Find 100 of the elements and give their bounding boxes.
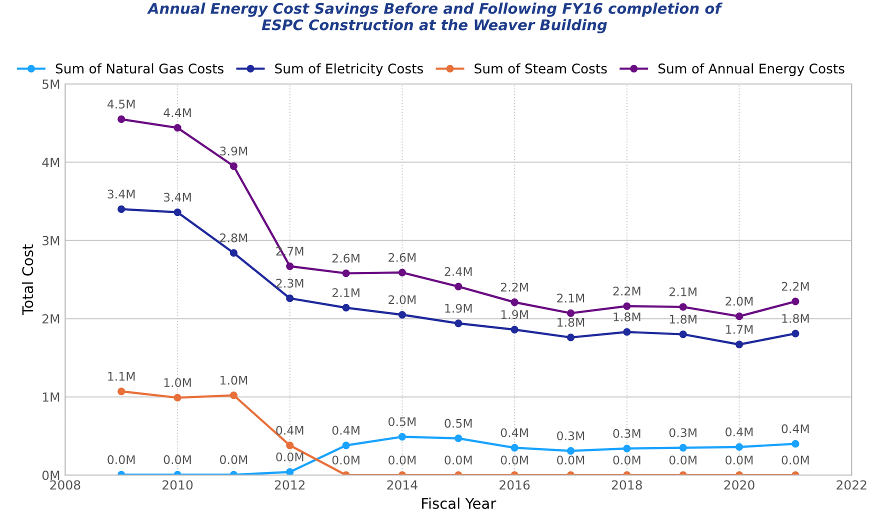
data-label: 2.8M — [220, 233, 248, 242]
y-tick-label: 3M — [42, 236, 60, 246]
data-label: 0.4M — [276, 426, 304, 435]
point — [792, 298, 800, 306]
x-axis-title: Fiscal Year — [422, 498, 496, 509]
y-tick-label: 5M — [42, 80, 60, 89]
point — [454, 282, 462, 290]
data-label: 0.0M — [444, 456, 472, 465]
data-label: 0.0M — [613, 456, 640, 465]
point — [679, 330, 687, 338]
data-label: 0.0M — [332, 456, 360, 465]
data-label: 1.8M — [782, 314, 809, 323]
y-tick-label: 1M — [42, 392, 60, 402]
data-label: 2.6M — [388, 252, 416, 262]
point — [342, 442, 350, 450]
point — [398, 310, 406, 319]
point — [118, 205, 126, 213]
point — [118, 388, 126, 396]
point — [174, 208, 182, 216]
data-label: 0.4M — [500, 428, 528, 438]
data-label: 0.4M — [726, 427, 753, 436]
x-tick-label: 2012 — [274, 480, 305, 490]
point — [398, 268, 406, 276]
point — [286, 442, 294, 450]
point — [398, 432, 406, 441]
point — [286, 262, 294, 270]
point — [623, 302, 631, 310]
data-label: 0.3M — [557, 431, 584, 440]
data-label: 2.1M — [332, 288, 360, 297]
point — [342, 304, 350, 312]
data-label: 4.5M — [107, 100, 135, 109]
y-tick-label: 0M — [42, 470, 60, 480]
data-label: 0.0M — [726, 456, 753, 465]
point — [174, 124, 182, 132]
point — [510, 444, 518, 452]
data-label: 1.8M — [614, 312, 640, 322]
data-label: 2.1M — [669, 287, 696, 296]
data-label: 0.4M — [782, 424, 809, 434]
data-label: 0.0M — [782, 456, 809, 465]
data-label: 2.0M — [726, 296, 753, 306]
x-tick-label: 2016 — [500, 480, 530, 490]
point — [623, 444, 631, 452]
data-label: 1.8M — [670, 314, 696, 324]
point — [510, 326, 518, 334]
chart-title: Annual Energy Cost Savings Before and Following FY16 completion of ESPC Construction at the Weaver Building — [147, 2, 723, 34]
data-label: 3.4M — [164, 192, 191, 202]
data-label: 2.2M — [500, 282, 528, 292]
data-label: 0.0M — [276, 452, 304, 462]
point — [792, 330, 800, 338]
data-label: 0.3M — [613, 428, 640, 438]
data-label: 2.1M — [557, 294, 584, 302]
data-label: 0.3M — [669, 428, 696, 438]
data-label: 2.0M — [388, 295, 416, 304]
data-label: 1.0M — [220, 376, 248, 385]
data-label: 1.0M — [164, 378, 191, 388]
data-label: 1.1M — [108, 372, 135, 381]
x-tick-label: 2014 — [387, 480, 418, 490]
point — [623, 328, 631, 336]
y-axis-title: Total Cost — [22, 244, 34, 316]
data-label: 2.4M — [444, 267, 472, 276]
point — [679, 444, 687, 452]
x-tick-label: 2008 — [50, 480, 80, 490]
data-label: 1.9M — [445, 304, 472, 313]
point — [118, 115, 126, 124]
data-label: 0.4M — [332, 426, 360, 435]
y-tick-label: 4M — [42, 158, 60, 167]
legend-label: Sum of Steam Costs — [474, 63, 607, 74]
point — [454, 320, 462, 328]
point — [230, 249, 238, 257]
data-label: 3.9M — [220, 146, 248, 156]
legend-label: Sum of Annual Energy Costs — [658, 63, 844, 76]
data-label: 3.4M — [108, 190, 135, 199]
point — [286, 294, 294, 302]
data-label: 0.5M — [444, 418, 472, 428]
x-tick-label: 2018 — [612, 480, 642, 490]
point — [735, 443, 744, 451]
point — [286, 468, 294, 476]
point — [342, 269, 350, 278]
point — [230, 392, 238, 400]
legend-label: Sum of Eletricity Costs — [275, 63, 424, 76]
x-tick-label: 2020 — [724, 480, 754, 490]
data-label: 0.5M — [388, 417, 416, 426]
data-label: 2.2M — [613, 286, 640, 296]
data-label: 0.0M — [669, 456, 696, 465]
point — [566, 447, 575, 455]
point — [566, 334, 575, 342]
data-label: 2.2M — [782, 282, 809, 291]
data-label: 1.9M — [501, 310, 528, 320]
x-tick-label: 2022 — [836, 480, 866, 490]
data-label: 0.0M — [500, 456, 528, 465]
point — [792, 440, 800, 448]
data-label: 0.0M — [108, 455, 135, 464]
data-label: 0.0M — [220, 455, 248, 464]
data-label: 4.4M — [164, 108, 191, 118]
y-tick-label: 2M — [42, 314, 60, 324]
point — [230, 162, 238, 170]
point — [679, 303, 687, 311]
data-label: 0.0M — [557, 456, 584, 465]
point — [735, 340, 744, 348]
point — [454, 434, 462, 442]
